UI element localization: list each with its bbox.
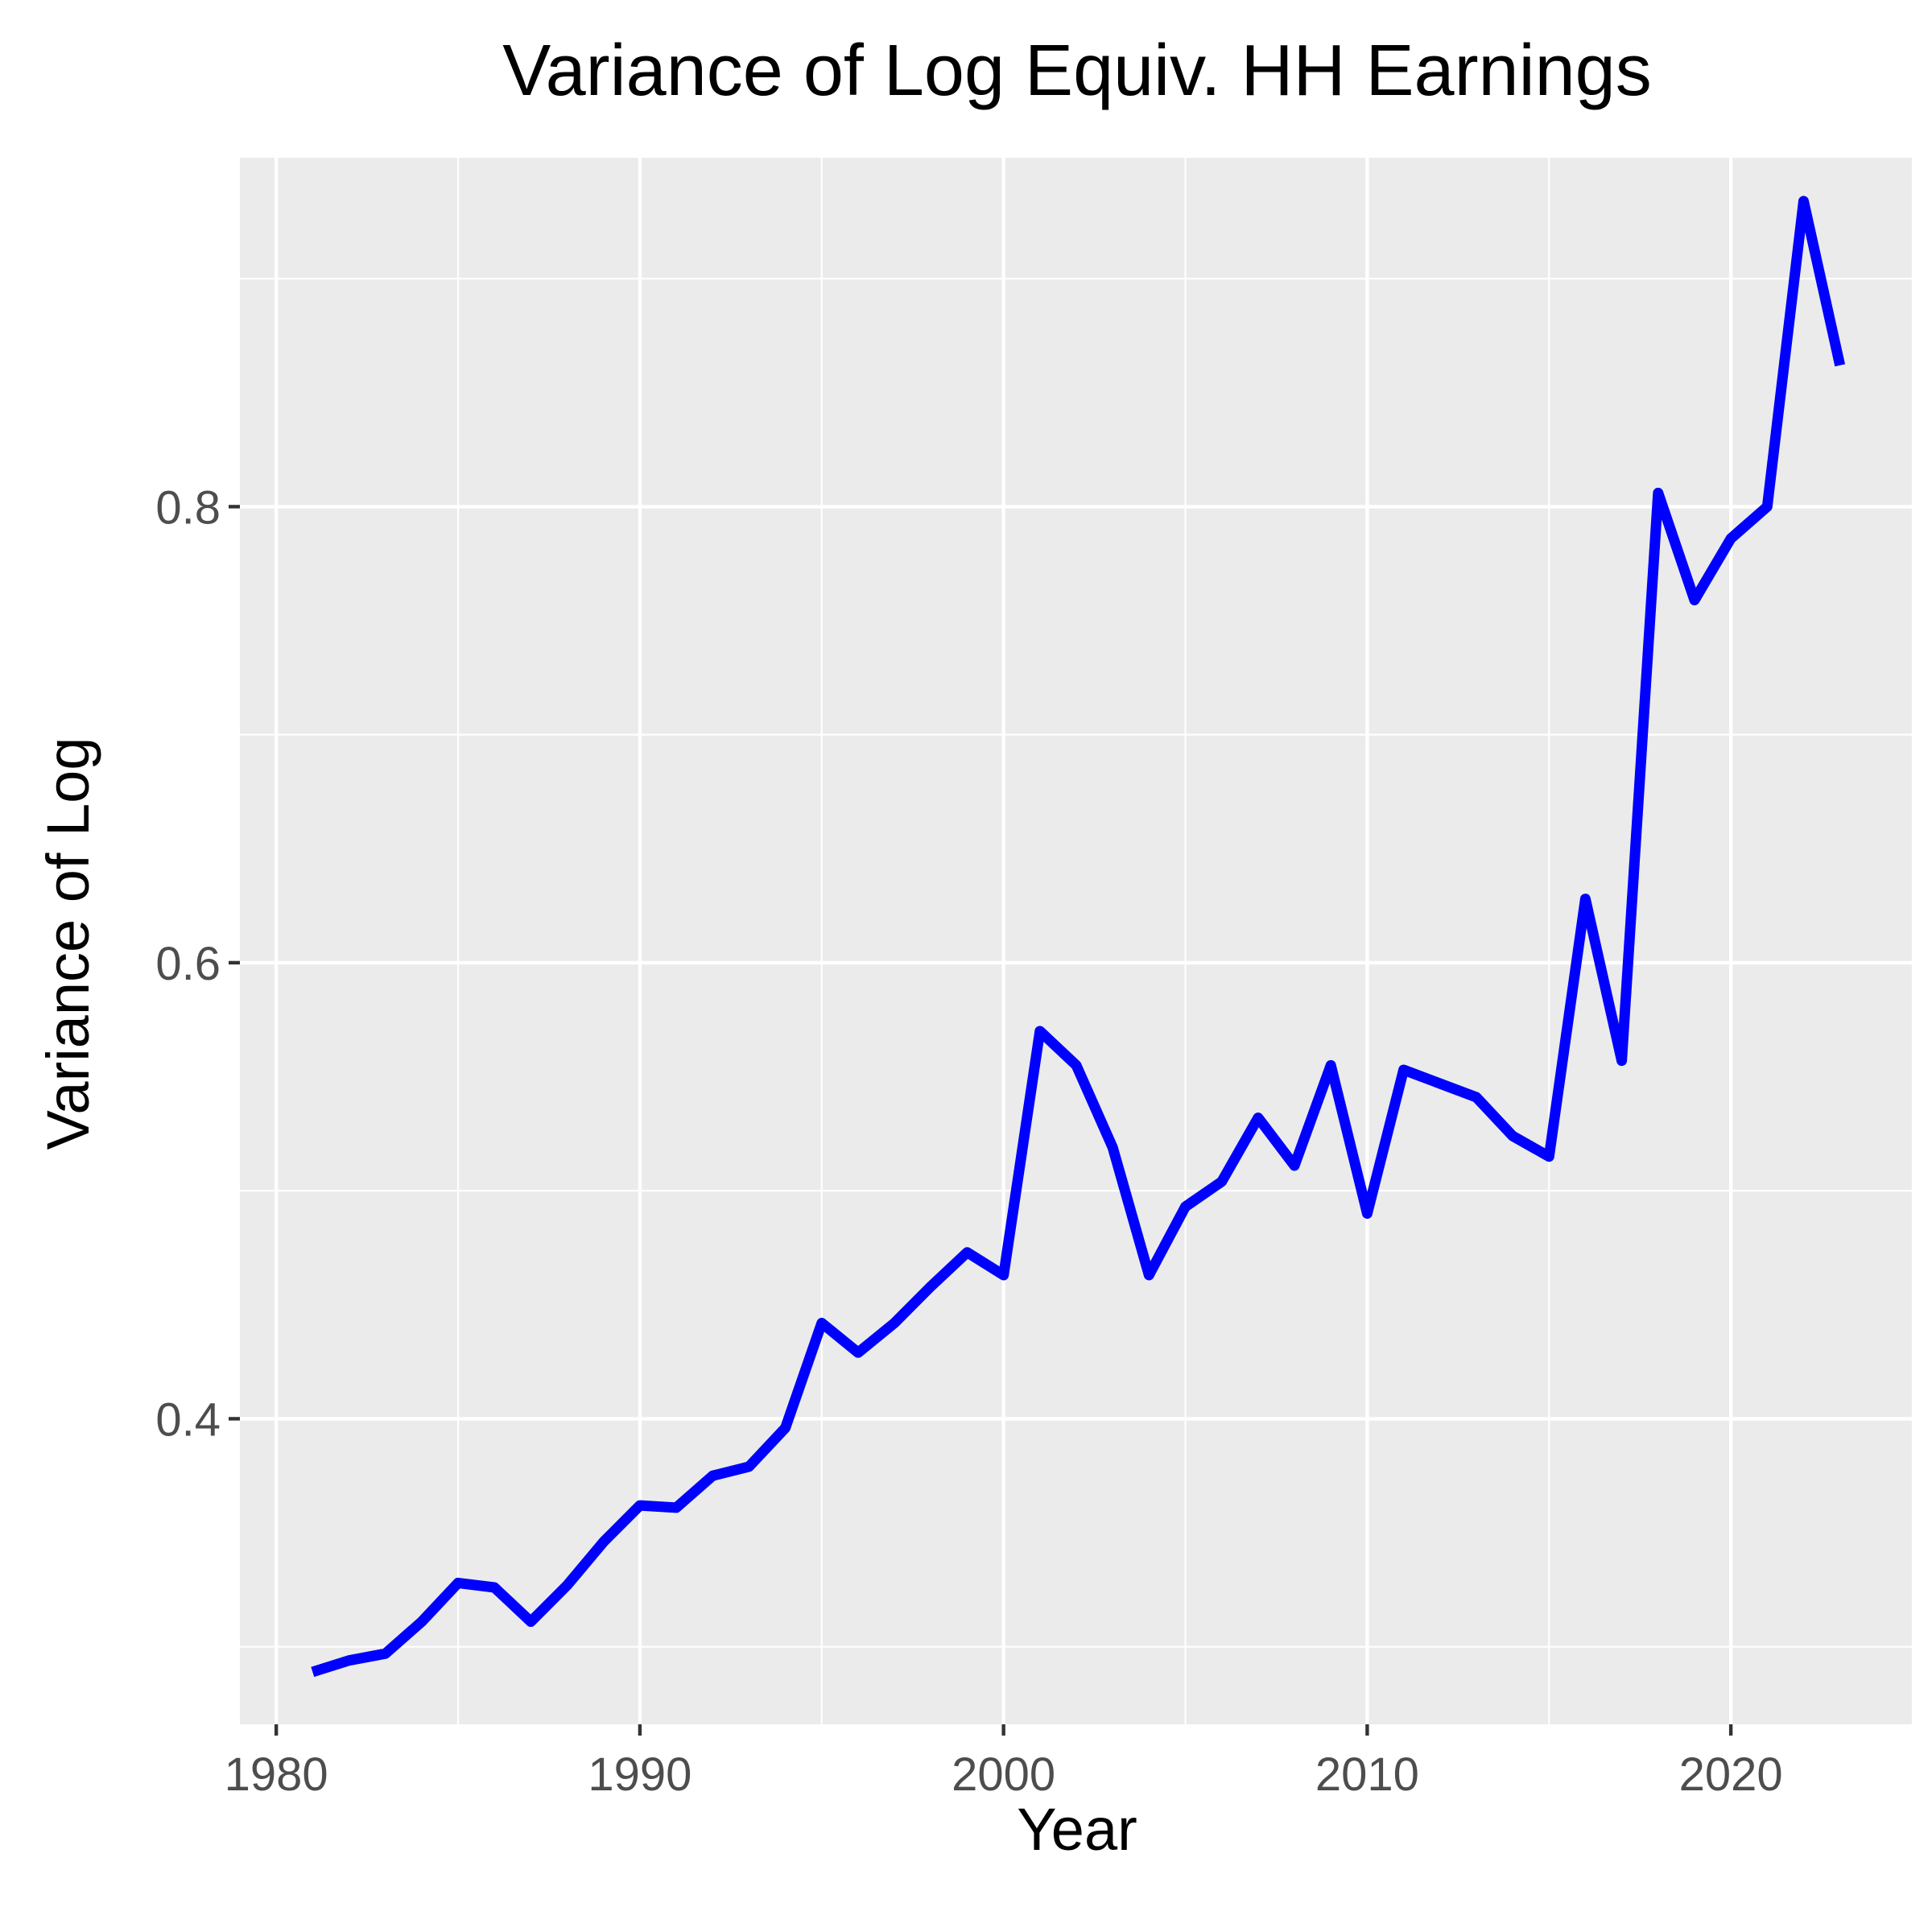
y-tick-label: 0.6: [155, 938, 221, 990]
x-axis-title: Year: [1017, 1796, 1137, 1863]
y-tick-label: 0.4: [155, 1393, 221, 1446]
y-axis: 0.4 0.6 0.8: [155, 481, 240, 1446]
series-line: [311, 196, 1846, 1678]
x-tick-label: 2000: [952, 1748, 1055, 1801]
series-layer: [311, 196, 1846, 1678]
x-tick-label: 1990: [588, 1748, 691, 1801]
x-axis: 1980 1990 2000 2010 2020: [225, 1724, 1783, 1801]
minor-gridlines: [240, 158, 1914, 1724]
y-axis-title: Variance of Log: [35, 737, 101, 1150]
x-tick-label: 2020: [1679, 1748, 1783, 1801]
chart-title: Variance of Log Equiv. HH Earnings: [502, 31, 1651, 111]
plot-panel: [240, 158, 1913, 1724]
y-tick-label: 0.8: [155, 481, 221, 534]
x-tick-label: 1980: [225, 1748, 328, 1801]
major-gridlines: [240, 158, 1913, 1724]
x-tick-label: 2010: [1315, 1748, 1419, 1801]
